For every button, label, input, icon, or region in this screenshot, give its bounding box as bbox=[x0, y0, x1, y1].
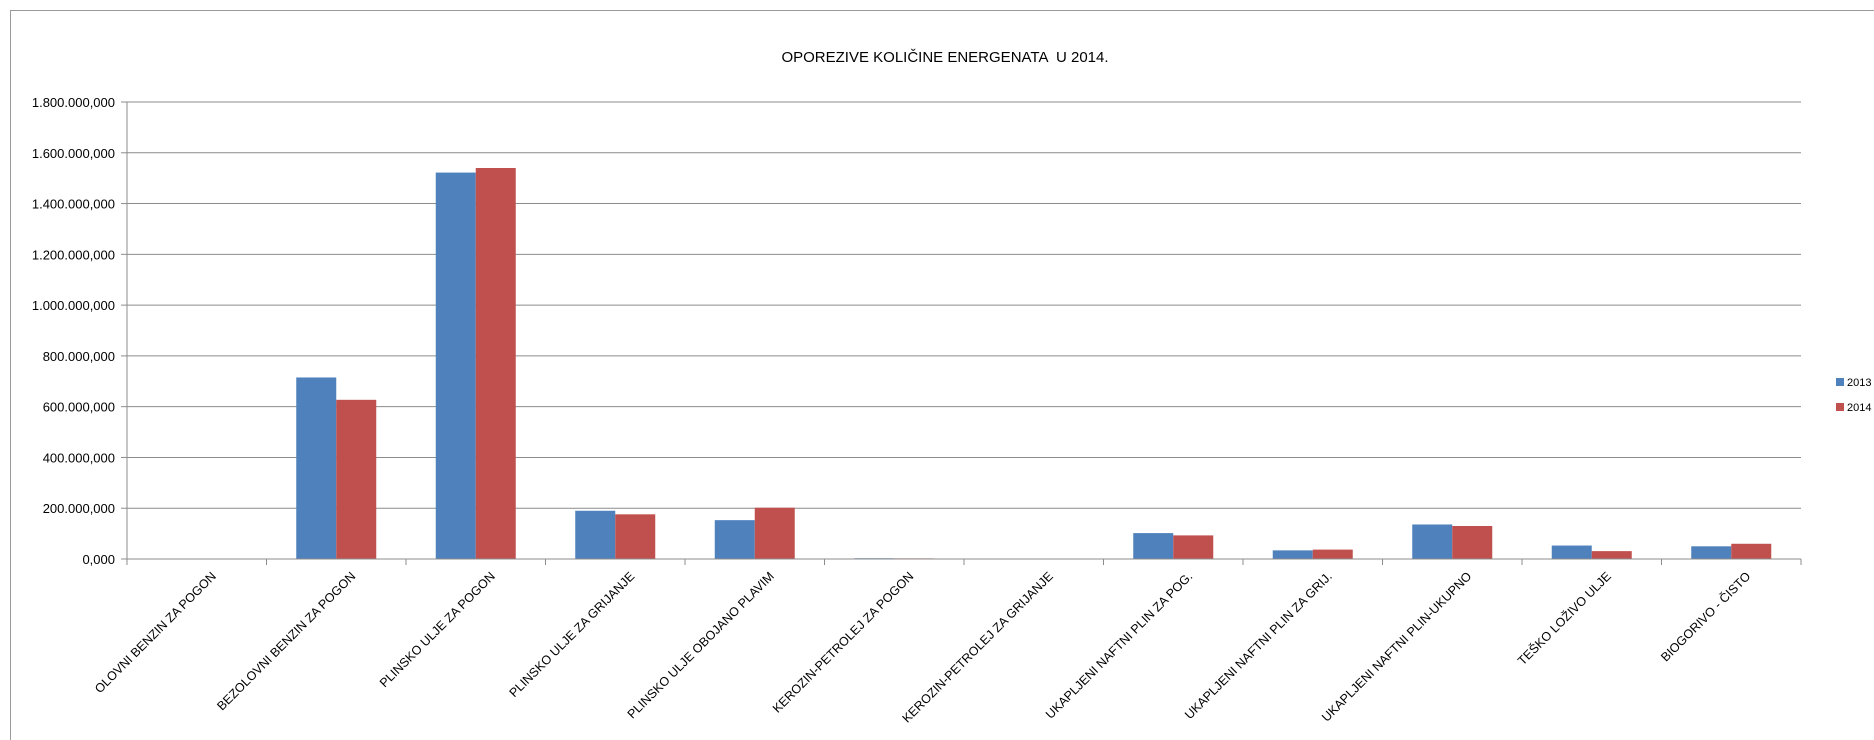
gridlines bbox=[127, 101, 1801, 509]
bar-2013 bbox=[435, 172, 476, 559]
bar-2014 bbox=[1173, 535, 1214, 559]
y-tick-label: 1.800.000,000 bbox=[32, 95, 115, 110]
x-category-label: KEROZIN-PETROLEJ ZA GRIJANJE bbox=[900, 569, 1056, 725]
bars bbox=[156, 168, 1772, 559]
bar-2014 bbox=[475, 168, 516, 559]
bar-2014 bbox=[754, 507, 795, 559]
bar-2013 bbox=[714, 520, 755, 559]
x-category-label: UKAPLJENI NAFTNI PLIN ZA POG. bbox=[1043, 569, 1195, 721]
y-tick-label: 1.200.000,000 bbox=[32, 247, 115, 262]
y-tick-label: 0,000 bbox=[82, 552, 115, 567]
x-axis bbox=[126, 558, 1802, 565]
bar-2013 bbox=[1133, 533, 1174, 559]
x-category-label: PLINSKO ULJE ZA GRIJANJE bbox=[507, 569, 638, 700]
bar-2013 bbox=[1691, 546, 1732, 559]
x-category-label: PLINSKO ULJE OBOJANO PLAVIM bbox=[625, 569, 777, 721]
bar-2013 bbox=[575, 510, 616, 559]
x-category-label: OLOVNI BENZIN ZA POGON bbox=[92, 569, 219, 696]
legend: 2013 2014 bbox=[1836, 377, 1871, 414]
bar-2014 bbox=[1312, 549, 1353, 559]
y-tick-label: 1.000.000,000 bbox=[32, 298, 115, 313]
chart-title: OPOREZIVE KOLIČINE ENERGENATA U 2014. bbox=[781, 49, 1108, 66]
legend-label: 2013 bbox=[1847, 377, 1871, 389]
bar-2014 bbox=[615, 514, 656, 559]
bar-2014 bbox=[1731, 543, 1772, 559]
y-tick-label: 400.000,000 bbox=[43, 450, 115, 465]
y-axis-ticks: 0,000 200.000,000 400.000,000 600.000,000 80… bbox=[32, 95, 128, 567]
bar-2014 bbox=[1452, 525, 1493, 559]
y-tick-label: 800.000,000 bbox=[43, 349, 115, 364]
bar-2013 bbox=[1412, 524, 1453, 559]
y-tick-label: 1.400.000,000 bbox=[32, 197, 115, 212]
y-tick-label: 1.600.000,000 bbox=[32, 146, 115, 161]
x-category-label: BIOGORIVO - ČISTO bbox=[1657, 568, 1753, 664]
x-category-label: PLINSKO ULJE ZA POGON bbox=[377, 569, 498, 690]
bar-2014 bbox=[1591, 551, 1632, 559]
y-tick-label: 200.000,000 bbox=[43, 501, 115, 516]
bar-2013 bbox=[296, 377, 337, 559]
bar-2014 bbox=[336, 399, 377, 559]
legend-swatch-2013 bbox=[1836, 378, 1844, 386]
x-category-label: UKAPLJENI NAFTNI PLIN-UKUPNO bbox=[1319, 569, 1474, 724]
x-category-label: KEROZIN-PETROLEJ ZA POGON bbox=[770, 569, 916, 715]
legend-label: 2014 bbox=[1847, 402, 1871, 414]
x-category-label: UKAPLJENI NAFTNI PLIN ZA GRIJ. bbox=[1182, 569, 1335, 722]
bar-2013 bbox=[1551, 545, 1592, 559]
x-category-label: TEŠKO LOŽIVO ULJE bbox=[1514, 569, 1614, 669]
legend-swatch-2014 bbox=[1836, 403, 1844, 411]
bar-2013 bbox=[1272, 550, 1313, 559]
x-category-label: BEZOLOVNI BENZIN ZA POGON bbox=[214, 569, 358, 713]
chart-frame bbox=[10, 10, 1874, 740]
y-tick-label: 600.000,000 bbox=[43, 400, 115, 415]
